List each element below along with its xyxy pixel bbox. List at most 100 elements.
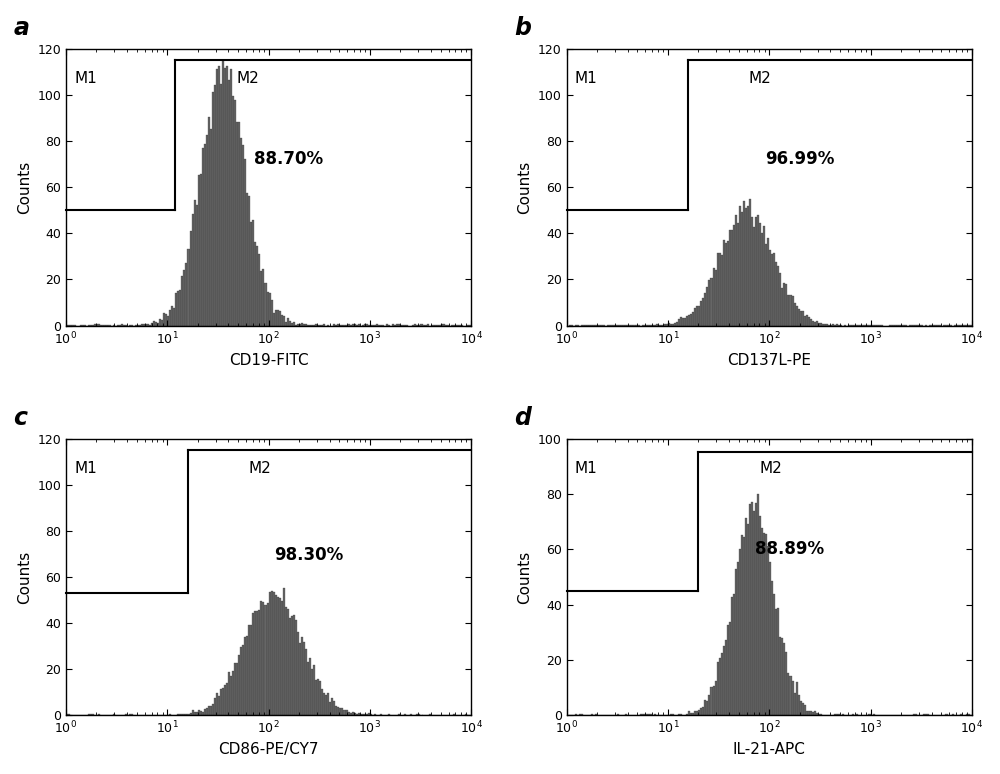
Bar — [420, 324, 423, 326]
Bar — [706, 700, 708, 715]
Bar — [141, 324, 143, 326]
Bar — [198, 711, 200, 715]
Bar — [339, 324, 341, 326]
Bar — [868, 324, 871, 326]
Bar — [234, 100, 236, 326]
X-axis label: IL-21-APC: IL-21-APC — [733, 742, 806, 757]
Bar — [94, 324, 96, 326]
Bar — [269, 592, 271, 715]
Bar — [779, 637, 781, 715]
Bar — [220, 689, 222, 715]
Bar — [702, 298, 704, 326]
Bar — [457, 324, 459, 326]
Bar — [113, 714, 115, 715]
Bar — [352, 712, 354, 715]
Bar — [704, 293, 706, 326]
Bar — [775, 609, 777, 715]
Bar — [650, 714, 652, 715]
Bar — [84, 324, 86, 326]
Text: b: b — [514, 16, 531, 40]
Bar — [82, 324, 84, 326]
Bar — [295, 324, 297, 326]
Bar — [798, 695, 800, 715]
Bar — [240, 138, 242, 326]
Bar — [796, 306, 798, 326]
Bar — [873, 714, 875, 715]
Bar — [727, 241, 729, 326]
Bar — [256, 611, 258, 715]
Bar — [852, 714, 854, 715]
Bar — [751, 502, 753, 715]
Bar — [824, 324, 826, 326]
Bar — [228, 80, 230, 326]
Bar — [66, 714, 68, 715]
Bar — [169, 310, 171, 326]
Bar — [810, 319, 812, 326]
Bar — [313, 324, 315, 326]
Bar — [283, 316, 285, 326]
Bar — [664, 324, 666, 326]
Bar — [915, 714, 917, 715]
Bar — [380, 324, 382, 326]
Bar — [171, 306, 173, 326]
Bar — [260, 271, 262, 326]
Bar — [715, 270, 717, 326]
Bar — [279, 598, 281, 715]
Bar — [765, 534, 767, 715]
Bar — [696, 307, 698, 326]
Bar — [187, 249, 190, 326]
Bar — [694, 308, 696, 326]
Bar — [741, 212, 743, 326]
Bar — [96, 324, 98, 326]
Text: 98.30%: 98.30% — [274, 546, 344, 563]
Bar — [297, 632, 299, 715]
Bar — [429, 714, 431, 715]
Text: c: c — [13, 406, 27, 430]
Bar — [810, 711, 812, 715]
Bar — [208, 117, 210, 326]
Bar — [763, 533, 765, 715]
Bar — [575, 714, 577, 715]
Bar — [323, 324, 325, 326]
Bar — [315, 680, 317, 715]
Bar — [319, 324, 321, 326]
Bar — [181, 714, 183, 715]
Bar — [260, 601, 262, 715]
Bar — [708, 695, 710, 715]
Text: M2: M2 — [759, 461, 782, 476]
Bar — [595, 714, 597, 715]
Bar — [945, 714, 948, 715]
Bar — [591, 714, 593, 715]
Bar — [741, 536, 743, 715]
Bar — [785, 284, 787, 326]
Bar — [348, 712, 350, 715]
Bar — [236, 122, 238, 326]
Bar — [285, 322, 287, 326]
Bar — [337, 707, 339, 715]
Bar — [769, 561, 771, 715]
Bar — [686, 714, 688, 715]
Bar — [725, 639, 727, 715]
Bar — [194, 712, 196, 715]
X-axis label: CD19-FITC: CD19-FITC — [229, 352, 308, 368]
Bar — [808, 317, 810, 326]
Bar — [98, 324, 100, 326]
Bar — [773, 594, 775, 715]
Bar — [309, 658, 311, 715]
Bar — [226, 67, 228, 326]
Bar — [368, 324, 370, 326]
Bar — [625, 714, 627, 715]
Bar — [826, 324, 828, 326]
Bar — [794, 303, 796, 326]
Bar — [796, 682, 798, 715]
Bar — [779, 273, 781, 326]
Bar — [337, 324, 339, 326]
Bar — [678, 319, 680, 326]
Y-axis label: Counts: Counts — [17, 550, 32, 604]
Bar — [311, 669, 313, 715]
Bar — [820, 714, 822, 715]
Bar — [856, 714, 858, 715]
Text: M1: M1 — [575, 71, 598, 86]
Bar — [90, 324, 92, 326]
Bar — [275, 310, 277, 326]
